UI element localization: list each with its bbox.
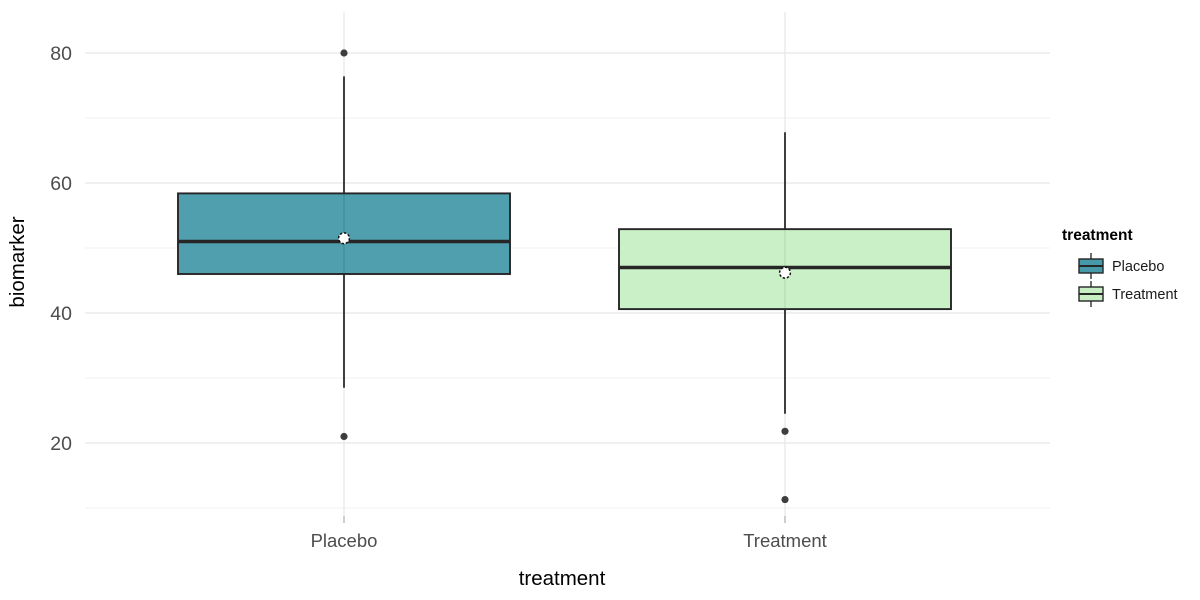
x-axis-title: treatment xyxy=(519,567,606,590)
x-tick-label: Treatment xyxy=(743,530,827,551)
boxplot-marks xyxy=(177,49,952,504)
legend-title: treatment xyxy=(1062,227,1133,244)
legend-label: Placebo xyxy=(1112,259,1164,275)
boxplot-group-placebo xyxy=(177,49,511,441)
y-tick-label: 80 xyxy=(50,43,72,65)
outlier-point xyxy=(340,49,348,57)
x-axis-tick-labels: Placebo Treatment xyxy=(311,530,827,551)
y-tick-label: 20 xyxy=(50,433,72,455)
outlier-point xyxy=(340,432,348,441)
outlier-point xyxy=(781,427,789,435)
x-tick-label: Placebo xyxy=(311,530,378,551)
mean-point xyxy=(778,266,792,279)
outlier-point xyxy=(781,495,789,504)
mean-point xyxy=(337,232,351,245)
legend: treatment Placebo Treatment xyxy=(1062,227,1178,307)
legend-entries: Placebo Treatment xyxy=(1078,253,1178,307)
y-axis-title: biomarker xyxy=(6,216,29,307)
major-gridlines xyxy=(85,52,1050,444)
legend-entry-treatment: Treatment xyxy=(1078,281,1178,307)
legend-label: Treatment xyxy=(1112,287,1178,303)
x-axis-tick-marks xyxy=(343,516,786,523)
y-tick-label: 40 xyxy=(50,303,72,325)
y-axis-tick-labels: 20 40 60 80 xyxy=(50,43,72,455)
y-tick-label: 60 xyxy=(50,173,72,195)
boxplot-group-treatment xyxy=(618,132,952,504)
legend-entry-placebo: Placebo xyxy=(1078,253,1164,279)
